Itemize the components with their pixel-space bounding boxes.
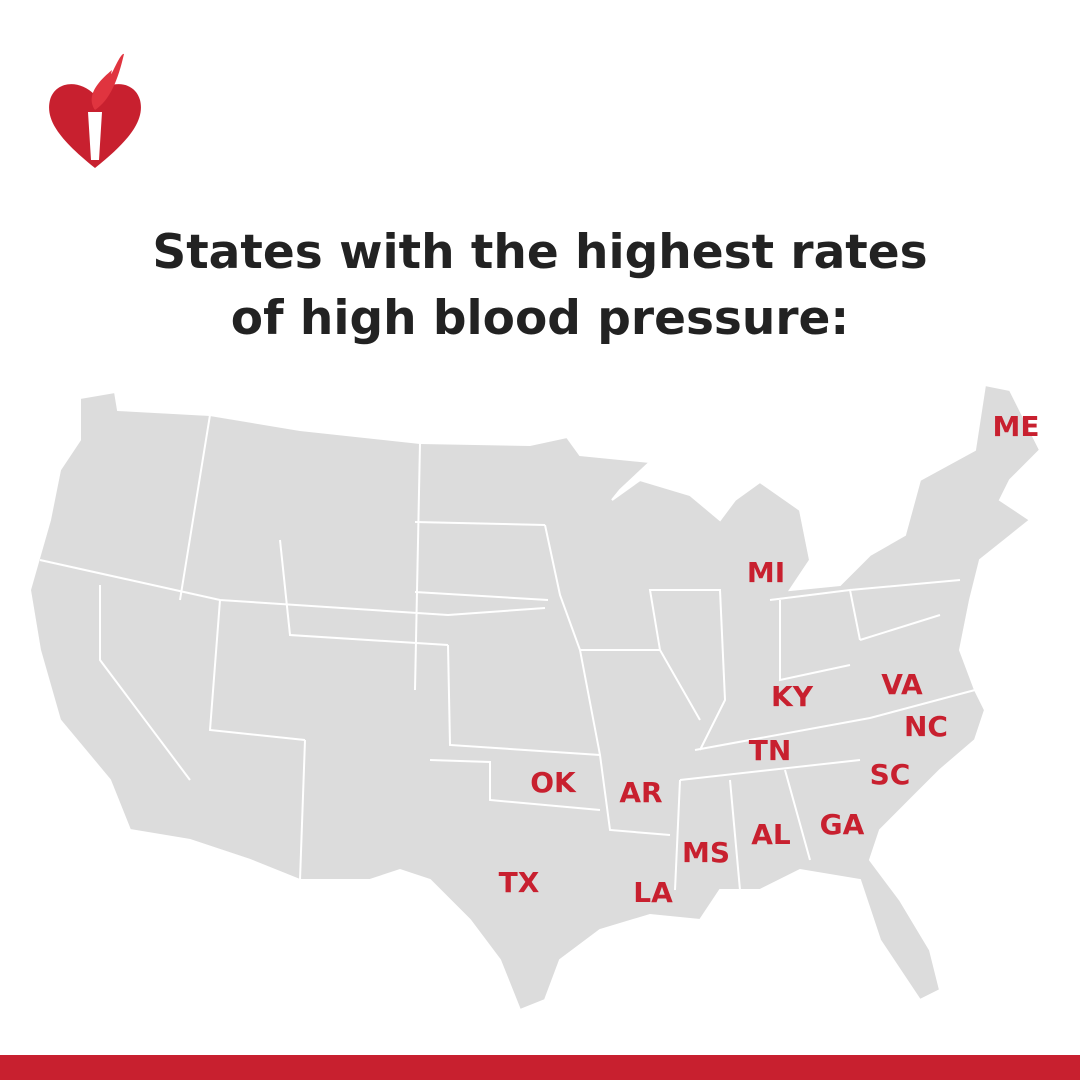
state-label: AR (619, 776, 662, 809)
state-label: OK (530, 766, 577, 799)
us-outline (28, 383, 1042, 1012)
state-label: TN (749, 734, 792, 767)
logo (49, 53, 141, 168)
state-label: ME (993, 410, 1040, 443)
footer-bar (0, 1055, 1080, 1080)
state-label: SC (870, 758, 911, 791)
state-label: VA (881, 668, 923, 701)
state-label: KY (771, 680, 814, 713)
state-borders (39, 414, 976, 891)
state-label: TX (499, 866, 540, 899)
title-line: of high blood pressure: (231, 291, 849, 346)
state-label: NC (904, 710, 948, 743)
state-labels: ME MI KY VA NC TN SC OK AR GA AL MS TX L… (499, 410, 1040, 909)
logo-torch (88, 112, 102, 160)
title-line: States with the highest rates (152, 225, 927, 280)
state-label: AL (751, 818, 791, 851)
state-label: MS (682, 836, 730, 869)
logo-flame (91, 53, 124, 110)
state-label: MI (747, 556, 785, 589)
state-label: GA (820, 808, 865, 841)
us-map (28, 383, 1042, 1012)
state-label: LA (633, 876, 673, 909)
